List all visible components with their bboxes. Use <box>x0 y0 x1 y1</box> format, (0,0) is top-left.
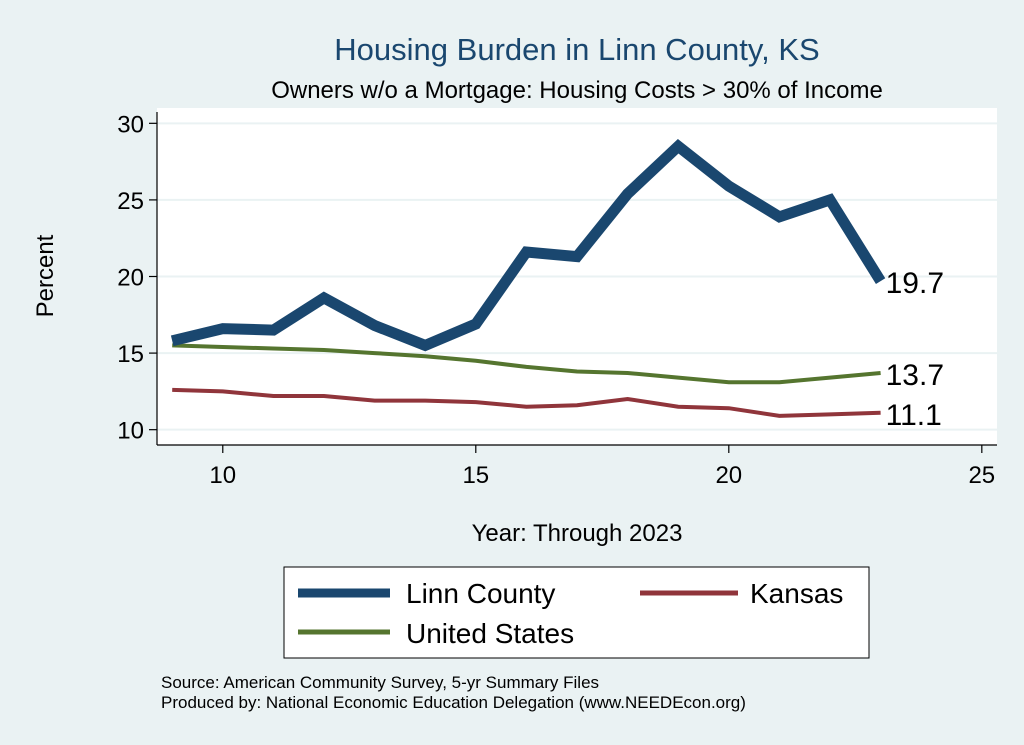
source-note: Source: American Community Survey, 5-yr … <box>161 673 599 692</box>
chart-title: Housing Burden in Linn County, KS <box>334 32 819 67</box>
y-axis-title: Percent <box>32 234 59 317</box>
end-label-linn-county: 19.7 <box>886 267 944 300</box>
y-tick-label-10: 10 <box>117 418 144 445</box>
end-label-united-states: 13.7 <box>886 359 944 392</box>
end-labels: 11.1 13.7 19.7 <box>886 267 944 432</box>
x-tick-label-15: 15 <box>462 462 489 489</box>
x-tick-label-10: 10 <box>209 462 236 489</box>
end-label-kansas: 11.1 <box>886 399 942 432</box>
legend-label-kansas: Kansas <box>750 578 843 609</box>
chart-subtitle: Owners w/o a Mortgage: Housing Costs > 3… <box>271 77 883 104</box>
x-tick-label-25: 25 <box>968 462 995 489</box>
y-tick-label-15: 15 <box>117 341 144 368</box>
axes: 10 15 20 25 30 10 15 20 25 <box>117 111 997 489</box>
x-tick-label-20: 20 <box>715 462 742 489</box>
series-line-kansas <box>172 387 881 418</box>
legend-label-linn-county: Linn County <box>406 578 555 609</box>
legend-label-united-states: United States <box>406 618 574 649</box>
grid-lines <box>157 122 997 431</box>
y-tick-label-30: 30 <box>117 111 144 138</box>
series-line-linn-county <box>170 139 886 352</box>
series-line-united-states <box>172 343 881 385</box>
series-layer <box>170 139 886 418</box>
y-tick-label-25: 25 <box>117 188 144 215</box>
legend: Linn County Kansas United States <box>283 566 870 659</box>
legend-box <box>283 566 870 659</box>
x-axis-title: Year: Through 2023 <box>472 520 683 547</box>
y-tick-label-20: 20 <box>117 265 144 292</box>
producer-note: Produced by: National Economic Education… <box>161 693 746 712</box>
